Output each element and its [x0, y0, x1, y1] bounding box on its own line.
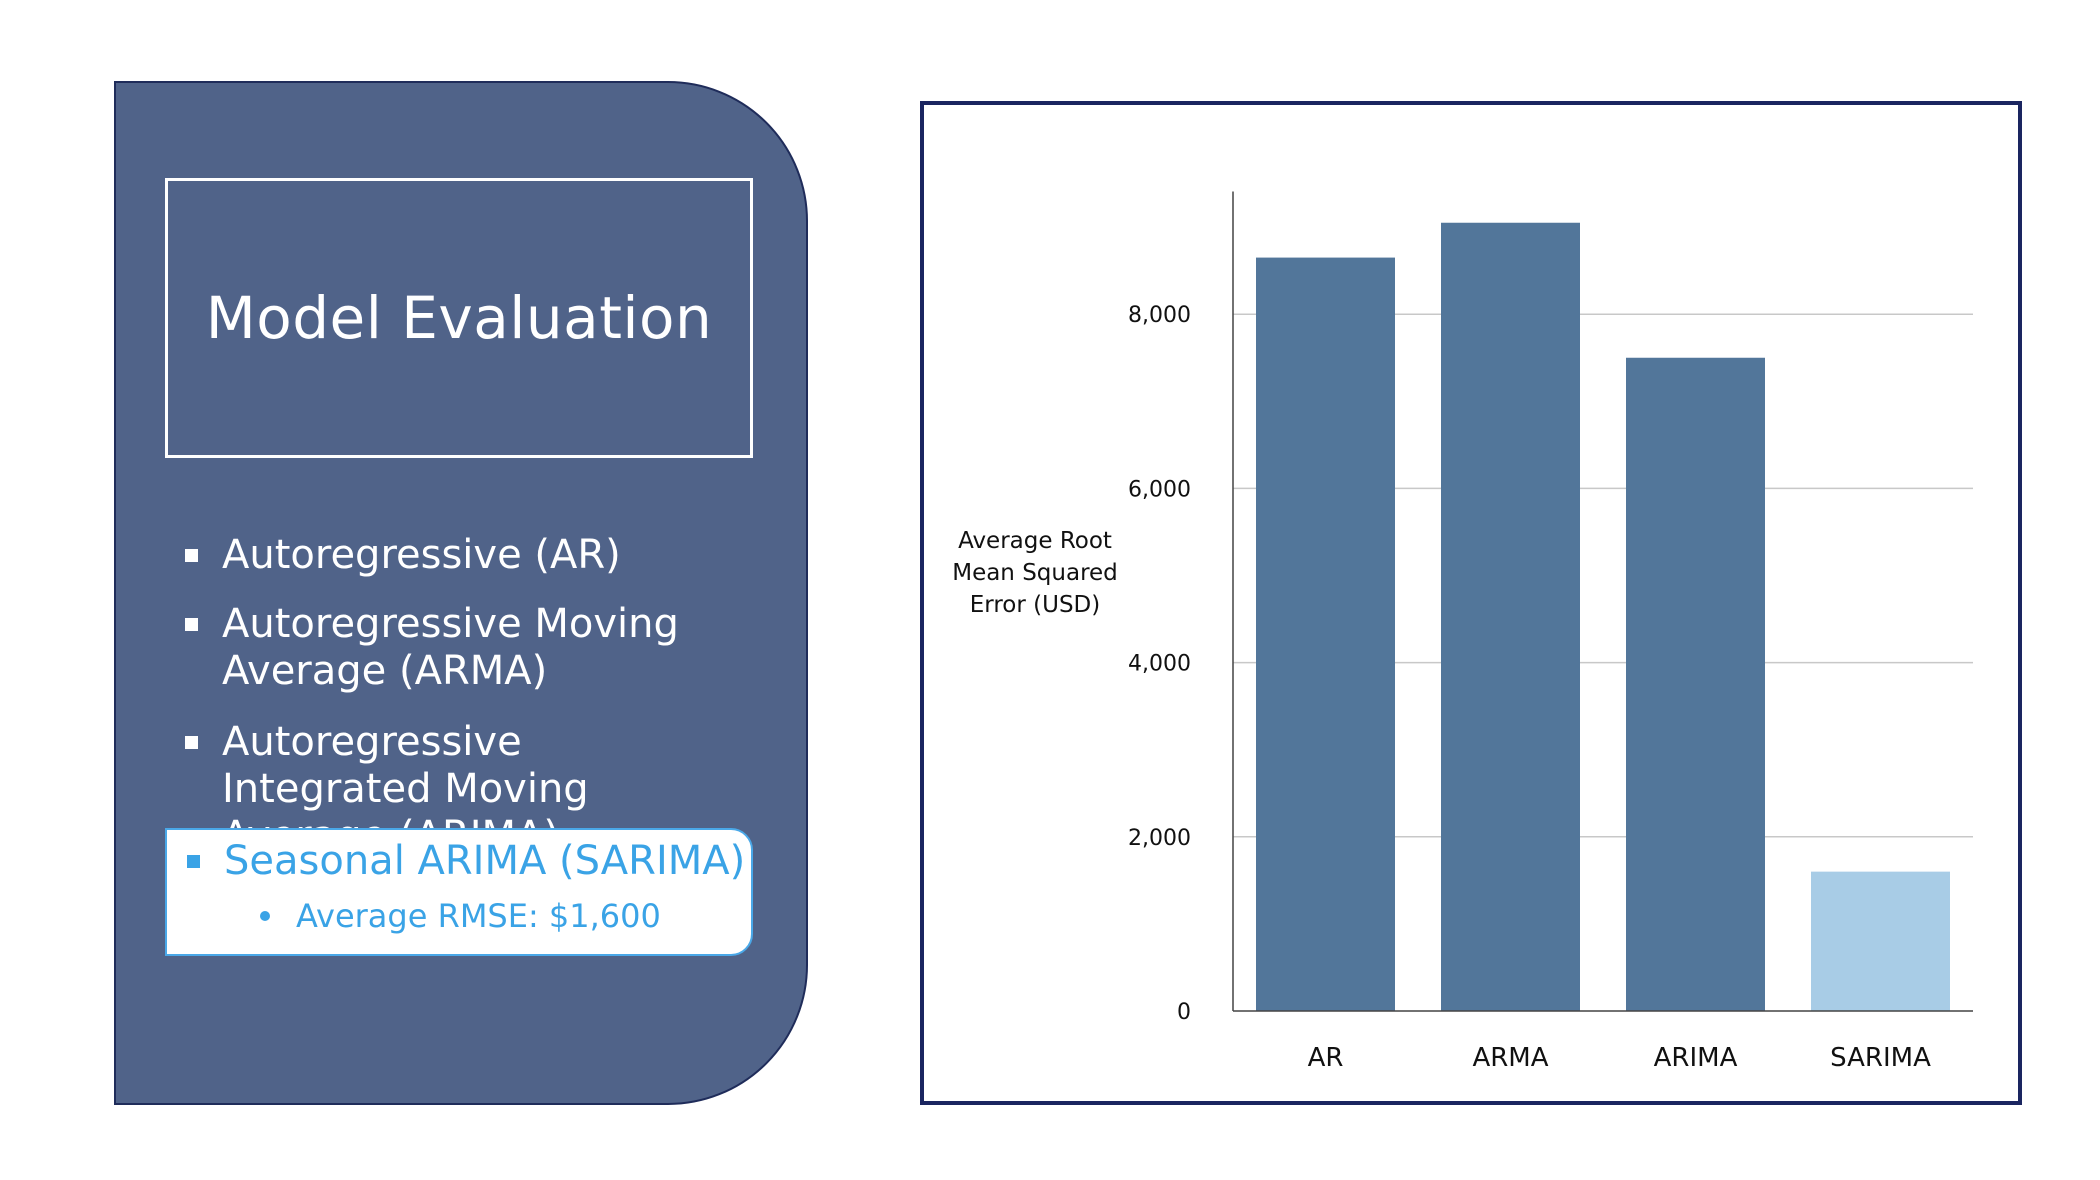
bullet-item-arma: Autoregressive Moving Average (ARMA) — [185, 601, 742, 695]
y-tick-label: 2,000 — [1128, 826, 1191, 851]
square-bullet-icon — [185, 549, 198, 562]
x-tick-label: ARIMA — [1654, 1043, 1738, 1073]
x-tick-label: AR — [1308, 1043, 1344, 1073]
bar-arima — [1626, 357, 1765, 1011]
title-box: Model Evaluation — [165, 178, 753, 458]
square-bullet-icon — [185, 618, 198, 631]
bullet-text: Seasonal ARIMA (SARIMA) — [224, 838, 746, 884]
y-tick-label: 4,000 — [1128, 652, 1191, 677]
square-bullet-icon — [185, 736, 198, 749]
y-axis-label: Average Root Mean Squared Error (USD) — [952, 528, 1118, 618]
bullet-text: Autoregressive (AR) — [222, 532, 621, 578]
sub-bullet-text: Average RMSE: $1,600 — [296, 897, 661, 935]
x-tick-label: ARMA — [1472, 1043, 1548, 1073]
bullet-item-sarima: Seasonal ARIMA (SARIMA) — [187, 838, 745, 885]
x-tick-label: SARIMA — [1830, 1043, 1931, 1073]
round-bullet-icon — [260, 911, 270, 921]
bar-sarima — [1811, 871, 1950, 1011]
y-tick-label: 6,000 — [1128, 477, 1191, 502]
y-tick-label: 0 — [1177, 1000, 1191, 1025]
highlight-box-sarima: Seasonal ARIMA (SARIMA) Average RMSE: $1… — [165, 828, 753, 956]
square-bullet-icon — [187, 855, 200, 868]
bullet-text: Autoregressive Moving Average (ARMA) — [222, 601, 679, 694]
sub-bullet-rmse: Average RMSE: $1,600 — [260, 896, 661, 936]
bullet-item-ar: Autoregressive (AR) — [185, 532, 742, 579]
y-tick-label: 8,000 — [1128, 303, 1191, 328]
bar-arma — [1441, 222, 1580, 1011]
page-title: Model Evaluation — [205, 284, 713, 352]
bar-ar — [1256, 257, 1395, 1012]
